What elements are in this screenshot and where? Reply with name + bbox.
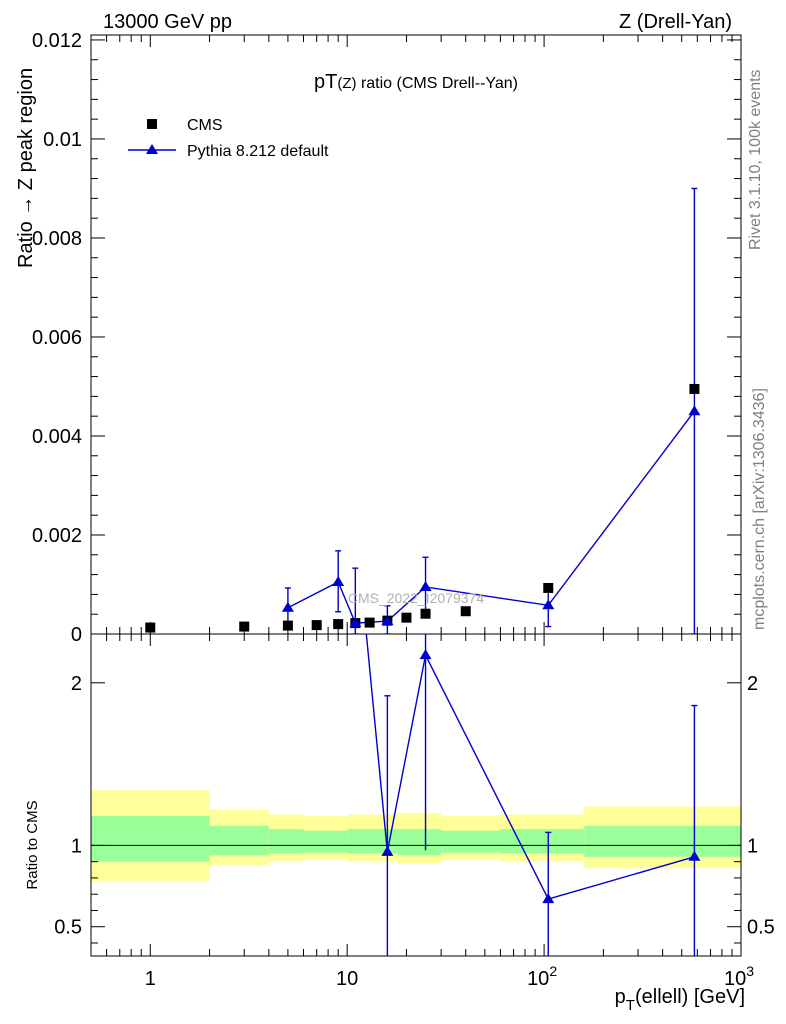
ratio-axis-ticks — [90, 634, 742, 956]
y-tick-label: 1 — [71, 835, 82, 857]
x-tick-label: 1 — [145, 968, 156, 990]
cms-point — [333, 619, 344, 630]
main-title: pT(Z) ratio (CMS Drell--Yan) — [314, 71, 518, 93]
cms-point — [460, 606, 471, 617]
side-label-bottom: mcplots.cern.ch [arXiv:1306.3436] — [751, 388, 768, 630]
y-tick-label: 0.008 — [32, 228, 82, 250]
x-axis-label-sub: T — [626, 997, 635, 1014]
x-tick-label: 10 — [336, 968, 358, 990]
pythia-point — [542, 599, 555, 610]
y-tick-label: 2 — [71, 673, 82, 695]
main-title-rest: ratio (CMS Drell--Yan) — [357, 75, 519, 92]
ratio-point — [381, 845, 394, 856]
cms-point — [689, 383, 700, 394]
x-tick-labels: 1 10 102 103 — [145, 963, 755, 990]
green-band — [397, 829, 442, 856]
y-tick-label: 1 — [747, 835, 758, 857]
green-band — [303, 830, 348, 853]
ratio-uncertainty-bands — [91, 790, 741, 882]
legend-marker-cms — [147, 119, 157, 129]
ratio-line — [365, 634, 695, 900]
pythia-point — [419, 580, 432, 591]
pythia-point — [349, 617, 362, 628]
x-axis-label-rest: (ellell) [GeV] — [635, 986, 745, 1008]
cms-point — [282, 620, 293, 631]
ratio-y-tick-labels: 0.5 0.5 1 1 2 2 — [54, 673, 775, 939]
y-tick-label: 0.004 — [32, 426, 82, 448]
main-panel: 0 0.002 0.004 0.006 0.008 0.01 0.012 pT(Z) rat… — [15, 30, 742, 646]
green-band — [500, 829, 585, 854]
cms-point — [145, 622, 156, 633]
main-title-main: pT — [314, 71, 337, 93]
green-band — [91, 816, 210, 862]
side-label-top: Rivet 3.1.10, 100k events — [747, 69, 764, 250]
y-tick-label: 0.5 — [54, 917, 82, 939]
legend-label-pythia: Pythia 8.212 default — [187, 143, 329, 160]
ratio-point — [542, 893, 555, 904]
x-axis-label: pT(ellell) [GeV] — [615, 986, 745, 1014]
pythia-point — [281, 601, 294, 612]
x-axis-label-main: p — [615, 986, 626, 1008]
y-tick-label: 0.5 — [747, 917, 775, 939]
y-tick-label: 0.006 — [32, 327, 82, 349]
green-band — [584, 825, 741, 857]
main-y-axis-label: Ratio → Z peak region — [15, 68, 37, 268]
cms-point — [401, 612, 412, 623]
cms-point — [239, 621, 250, 632]
ratio-point — [419, 649, 432, 660]
legend: CMS Pythia 8.212 default — [128, 117, 329, 160]
cms-point — [364, 617, 375, 628]
y-tick-label: 0 — [71, 624, 82, 646]
ratio-plot-area — [365, 634, 701, 956]
y-tick-label: 0.01 — [43, 129, 82, 151]
legend-marker-pythia — [146, 144, 158, 154]
ratio-panel: 0.5 0.5 1 1 2 2 1 10 102 103 Ratio to CMS pT(ell… — [24, 633, 775, 1014]
legend-label-cms: CMS — [187, 117, 223, 134]
header-right: Z (Drell-Yan) — [619, 11, 732, 33]
y-tick-label: 2 — [747, 673, 758, 695]
green-band — [209, 825, 269, 856]
x-tick-label: 102 — [527, 963, 557, 990]
main-title-sub: (Z) — [337, 75, 356, 92]
y-tick-label: 0.002 — [32, 525, 82, 547]
main-y-tick-labels: 0 0.002 0.004 0.006 0.008 0.01 0.012 — [32, 30, 82, 646]
ratio-point — [688, 850, 701, 861]
cms-point — [543, 582, 554, 593]
ratio-frame — [90, 633, 742, 957]
green-band — [441, 830, 501, 853]
header-left: 13000 GeV pp — [103, 11, 232, 33]
cms-point — [420, 608, 431, 619]
watermark: CMS_2022_I2079374 — [348, 590, 484, 606]
pythia-point — [381, 615, 394, 626]
y-tick-label: 0.012 — [32, 30, 82, 52]
pythia-point — [332, 576, 345, 587]
main-plot-area — [145, 187, 701, 634]
pythia-point — [688, 405, 701, 416]
green-band — [268, 829, 304, 854]
x-tick-label: 103 — [724, 963, 754, 990]
ratio-y-axis-label: Ratio to CMS — [24, 800, 41, 889]
cms-point — [311, 620, 322, 631]
